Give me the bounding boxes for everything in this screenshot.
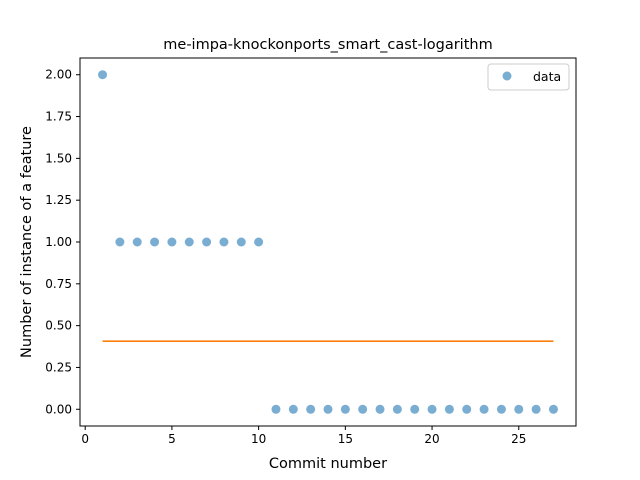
data-point <box>219 237 229 247</box>
legend-label-data: data <box>533 69 561 84</box>
data-point <box>375 404 385 414</box>
data-point <box>115 237 125 247</box>
x-tick-label: 10 <box>251 432 266 446</box>
data-point <box>427 404 437 414</box>
data-point <box>132 237 142 247</box>
x-tick-label: 5 <box>168 432 176 446</box>
data-point <box>323 404 333 414</box>
data-point <box>236 237 246 247</box>
data-point <box>202 237 212 247</box>
data-point <box>392 404 402 414</box>
plot-area <box>98 70 558 414</box>
data-point <box>340 404 350 414</box>
legend-box <box>487 63 570 91</box>
legend-marker-data <box>502 71 512 81</box>
data-point <box>98 70 108 80</box>
data-point <box>288 404 298 414</box>
x-tick-label: 0 <box>81 432 89 446</box>
data-point <box>167 237 177 247</box>
legend: data <box>487 63 570 91</box>
data-point <box>496 404 506 414</box>
data-point <box>306 404 316 414</box>
y-tick-label: 1.25 <box>45 193 72 207</box>
axes: 0 5 10 15 20 25 0.00 0.25 0.50 0.75 1.00 1.25 1.50 1.… <box>45 57 577 446</box>
data-point <box>410 404 420 414</box>
x-tick-label: 25 <box>511 432 526 446</box>
y-tick-label: 0.50 <box>45 319 72 333</box>
x-axis-label: Commit number <box>269 456 387 472</box>
data-point <box>531 404 541 414</box>
x-tick-label: 15 <box>338 432 353 446</box>
data-point <box>444 404 454 414</box>
chart-title: me-impa-knockonports_smart_cast-logarith… <box>163 37 492 53</box>
data-point <box>358 404 368 414</box>
data-point <box>254 237 264 247</box>
data-point <box>271 404 281 414</box>
y-axis-label: Number of instance of a feature <box>19 126 35 358</box>
y-tick-label: 1.50 <box>45 151 72 165</box>
y-tick-label: 2.00 <box>45 68 72 82</box>
y-tick-label: 1.00 <box>45 235 72 249</box>
y-tick-label: 0.25 <box>45 360 72 374</box>
y-tick-label: 1.75 <box>45 110 72 124</box>
y-tick-label: 0.00 <box>45 402 72 416</box>
data-point <box>150 237 160 247</box>
x-tick-label: 20 <box>424 432 439 446</box>
data-point <box>514 404 524 414</box>
y-tick-label: 0.75 <box>45 277 72 291</box>
data-point <box>479 404 489 414</box>
data-point <box>548 404 558 414</box>
data-point <box>462 404 472 414</box>
data-point <box>184 237 194 247</box>
